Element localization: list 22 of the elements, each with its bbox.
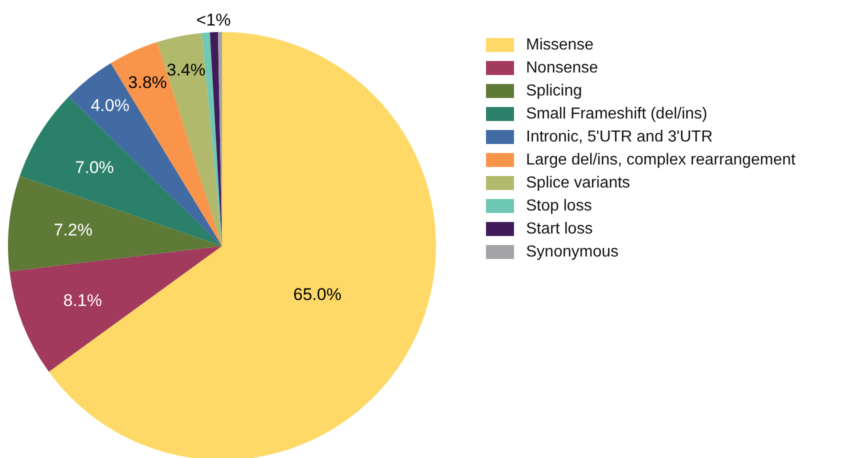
- data-label: 3.8%: [128, 72, 167, 92]
- legend-label: Nonsense: [526, 60, 598, 76]
- legend-label: Missense: [526, 36, 594, 54]
- data-label: 65.0%: [293, 285, 342, 304]
- data-label: 7.0%: [75, 158, 114, 177]
- legend-label: Splicing: [526, 82, 582, 100]
- pie-slice: [48, 32, 436, 458]
- data-label: 3.4%: [166, 60, 206, 80]
- pie-slice: [8, 176, 222, 272]
- data-label: 4.0%: [90, 96, 130, 115]
- legend-label: Stop loss: [526, 198, 592, 214]
- legend-label: Start loss: [526, 220, 593, 238]
- pie-slice: [10, 246, 222, 372]
- legend-label: Large del/ins, complex rearrangement: [526, 152, 796, 168]
- data-label: 8.1%: [63, 291, 102, 310]
- legend-label: Small Frameshift (del/ins): [526, 106, 708, 122]
- pie-slice: [20, 96, 222, 246]
- legend-label: Synonymous: [526, 244, 618, 260]
- legend-label: Splice variants: [526, 174, 630, 192]
- legend-label: Intronic, 5'UTR and 3'UTR: [526, 128, 713, 146]
- data-label: 7.2%: [54, 220, 92, 240]
- data-label: <1%: [196, 10, 231, 30]
